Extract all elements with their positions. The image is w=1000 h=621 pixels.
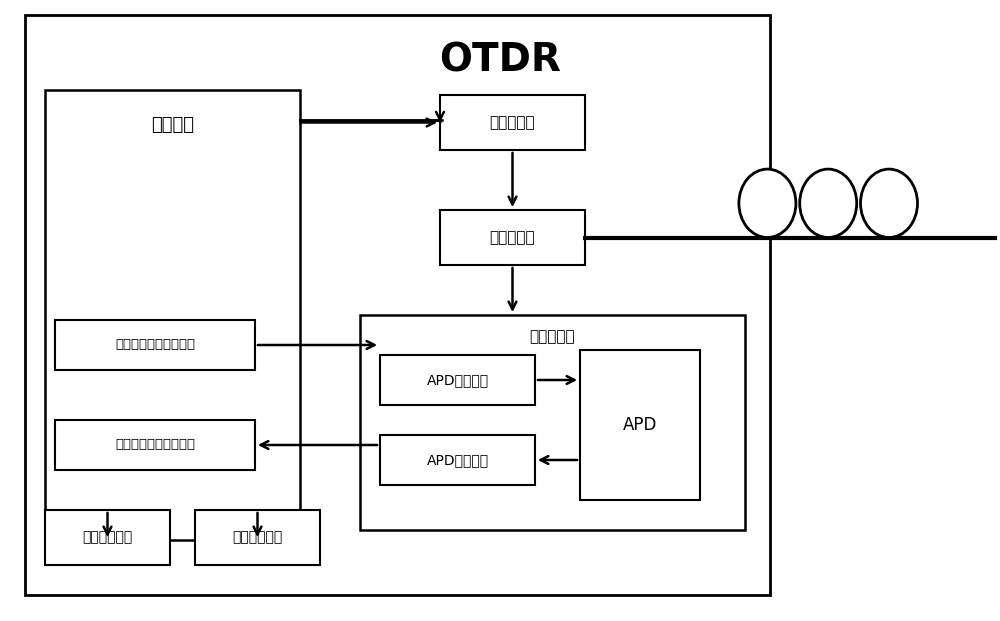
Bar bbox=[45, 510, 170, 565]
Text: OTDR: OTDR bbox=[439, 41, 561, 79]
Bar bbox=[195, 510, 320, 565]
Text: 控制单元: 控制单元 bbox=[151, 116, 194, 134]
Text: APD: APD bbox=[623, 416, 657, 434]
Text: 光发送单元: 光发送单元 bbox=[490, 115, 535, 130]
Bar bbox=[55, 320, 255, 370]
Ellipse shape bbox=[800, 169, 857, 237]
Bar bbox=[45, 90, 300, 540]
Bar bbox=[360, 315, 745, 530]
Text: APD驱动电路: APD驱动电路 bbox=[426, 373, 489, 387]
Text: 光耦合单元: 光耦合单元 bbox=[490, 230, 535, 245]
Bar bbox=[440, 210, 585, 265]
Bar bbox=[380, 435, 535, 485]
Bar bbox=[440, 95, 585, 150]
Text: 偏置电压温度补偿模块: 偏置电压温度补偿模块 bbox=[115, 338, 195, 351]
Ellipse shape bbox=[739, 169, 796, 237]
Text: 温度探测单元: 温度探测单元 bbox=[232, 530, 283, 545]
Text: 衰耗系数温度补偿模块: 衰耗系数温度补偿模块 bbox=[115, 438, 195, 451]
Bar bbox=[55, 420, 255, 470]
Bar bbox=[580, 350, 700, 500]
Ellipse shape bbox=[860, 169, 918, 237]
Bar bbox=[25, 15, 770, 595]
Text: 光接收单元: 光接收单元 bbox=[530, 330, 575, 345]
Text: 温度定标数据: 温度定标数据 bbox=[82, 530, 133, 545]
Bar bbox=[380, 355, 535, 405]
Text: APD探测电路: APD探测电路 bbox=[426, 453, 489, 467]
